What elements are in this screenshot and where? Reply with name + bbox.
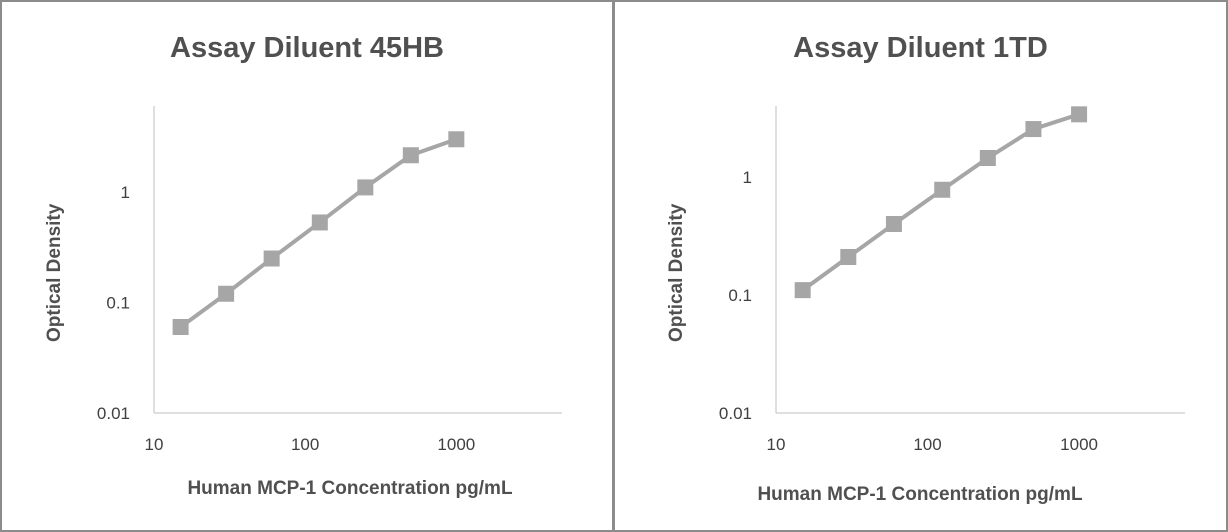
data-point-marker	[311, 214, 328, 231]
chart-panel-left: Assay Diluent 45HB Optical Density Human…	[0, 0, 614, 532]
chart-title: Assay Diluent 45HB	[170, 32, 444, 64]
chart-plot-area: 0.01 0.1 1 10 100 1000	[719, 106, 1185, 454]
data-point-marker	[885, 215, 902, 232]
y-tick-label: 1	[121, 183, 130, 202]
data-point-marker	[934, 181, 951, 198]
x-axis-label: Human MCP-1 Concentration pg/mL	[757, 484, 1083, 505]
data-point-marker	[1025, 121, 1042, 138]
y-tick-label: 0.1	[728, 286, 752, 305]
y-tick-label: 0.01	[97, 404, 130, 423]
chart-panel-right: Assay Diluent 1TD Optical Density Human …	[613, 0, 1228, 532]
x-tick-label: 100	[291, 435, 319, 454]
x-tick-label: 1000	[437, 435, 475, 454]
data-point-marker	[979, 149, 996, 166]
data-point-marker	[1071, 106, 1088, 123]
data-point-marker	[402, 147, 419, 164]
data-point-marker	[448, 131, 465, 148]
x-tick-label: 1000	[1060, 435, 1098, 454]
data-point-marker	[172, 319, 189, 336]
data-point-marker	[357, 179, 374, 196]
y-tick-label: 0.1	[106, 293, 130, 312]
x-tick-label: 10	[767, 435, 786, 454]
data-point-marker	[218, 285, 235, 302]
chart-plot-area: 0.01 0.1 1 10 100 1000	[97, 106, 562, 454]
data-point-marker	[840, 249, 857, 265]
y-tick-label: 1	[743, 168, 752, 187]
data-point-marker	[263, 250, 280, 267]
x-tick-label: 10	[145, 435, 164, 454]
data-point-marker	[794, 282, 811, 299]
x-tick-label: 100	[913, 435, 941, 454]
chart-title: Assay Diluent 1TD	[793, 32, 1048, 64]
y-tick-label: 0.01	[719, 404, 752, 423]
x-axis-label: Human MCP-1 Concentration pg/mL	[187, 478, 513, 499]
